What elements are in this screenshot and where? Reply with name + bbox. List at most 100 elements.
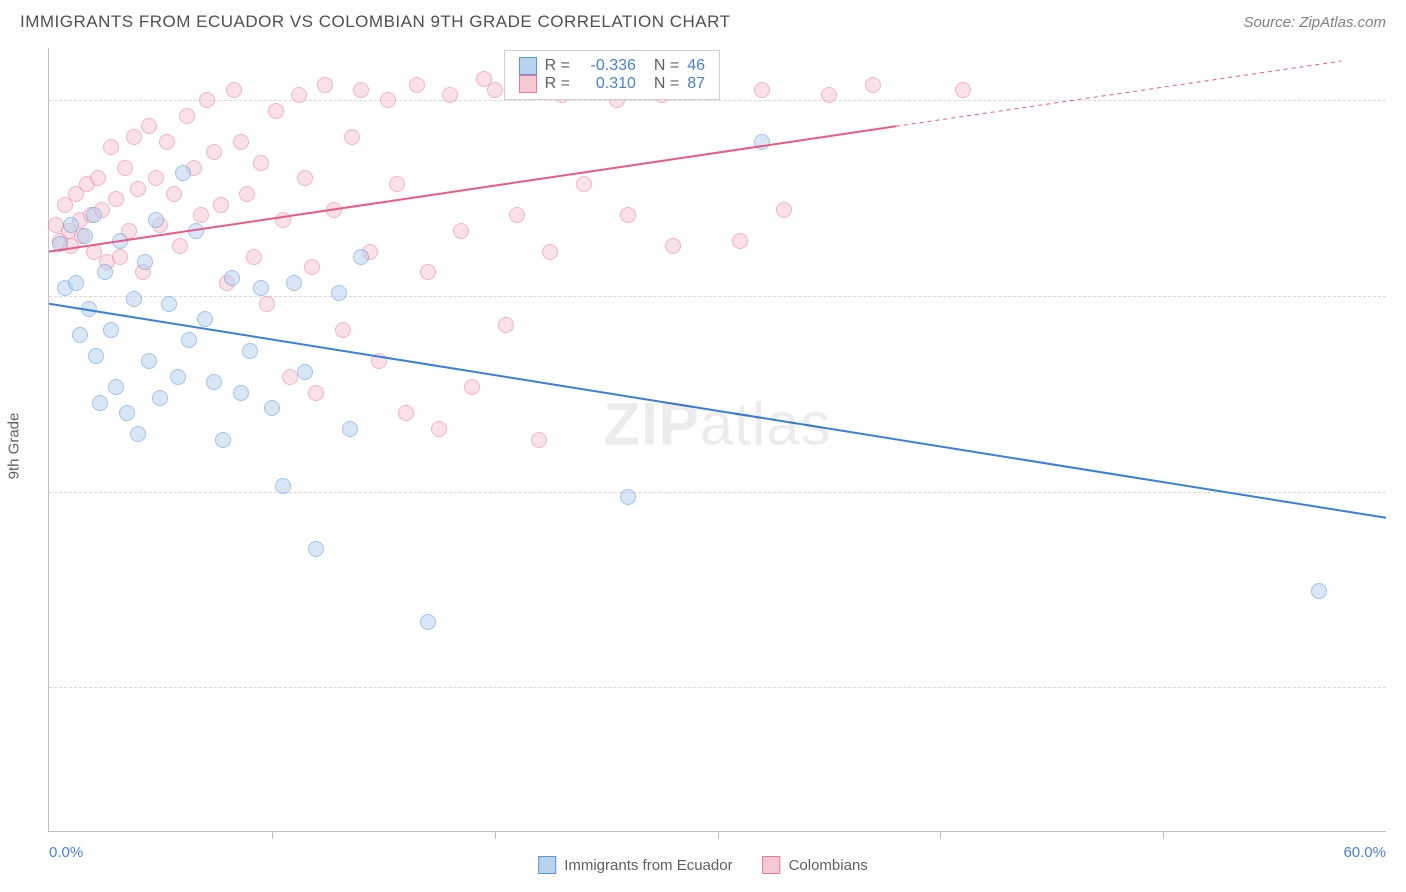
x-tick-label: 0.0% — [49, 844, 83, 861]
scatter-point — [268, 103, 284, 119]
scatter-point — [137, 254, 153, 270]
scatter-point — [175, 165, 191, 181]
scatter-point — [371, 353, 387, 369]
scatter-point — [239, 186, 255, 202]
y-axis-label: 9th Grade — [6, 413, 23, 480]
scatter-point — [331, 285, 347, 301]
scatter-point — [206, 374, 222, 390]
scatter-point — [181, 332, 197, 348]
scatter-point — [342, 421, 358, 437]
scatter-point — [166, 186, 182, 202]
scatter-point — [126, 291, 142, 307]
scatter-point — [86, 207, 102, 223]
scatter-point — [199, 92, 215, 108]
legend-swatch — [538, 856, 556, 874]
scatter-point — [81, 301, 97, 317]
scatter-point — [776, 202, 792, 218]
scatter-point — [754, 134, 770, 150]
scatter-point — [291, 87, 307, 103]
scatter-point — [955, 82, 971, 98]
bottom-legend: Immigrants from Ecuador Colombians — [538, 856, 868, 874]
scatter-point — [326, 202, 342, 218]
scatter-point — [112, 233, 128, 249]
scatter-point — [233, 134, 249, 150]
legend-swatch — [519, 75, 537, 93]
y-tick-label: 85.0% — [1396, 483, 1406, 500]
scatter-point — [453, 223, 469, 239]
scatter-point — [148, 170, 164, 186]
scatter-point — [665, 238, 681, 254]
y-tick-label: 100.0% — [1396, 92, 1406, 109]
scatter-point — [90, 170, 106, 186]
scatter-point — [344, 129, 360, 145]
scatter-point — [431, 421, 447, 437]
scatter-point — [97, 264, 113, 280]
scatter-point — [297, 364, 313, 380]
legend-row: R =0.310N =87 — [519, 75, 705, 93]
scatter-point — [130, 426, 146, 442]
scatter-plot: 77.5%85.0%92.5%100.0%0.0%60.0%R =-0.336N… — [49, 48, 1386, 831]
scatter-point — [420, 264, 436, 280]
legend-n-label: N = — [654, 57, 679, 75]
scatter-point — [542, 244, 558, 260]
scatter-point — [308, 385, 324, 401]
x-tick — [495, 831, 496, 839]
scatter-point — [233, 385, 249, 401]
scatter-point — [275, 478, 291, 494]
x-tick — [718, 831, 719, 839]
gridline — [49, 100, 1386, 101]
scatter-point — [161, 296, 177, 312]
x-tick — [940, 831, 941, 839]
chart-source: Source: ZipAtlas.com — [1243, 14, 1386, 31]
scatter-point — [286, 275, 302, 291]
legend-swatch — [763, 856, 781, 874]
scatter-point — [732, 233, 748, 249]
bottom-legend-item: Colombians — [763, 856, 868, 874]
scatter-point — [317, 77, 333, 93]
chart-header: IMMIGRANTS FROM ECUADOR VS COLOMBIAN 9TH… — [0, 0, 1406, 40]
scatter-point — [172, 238, 188, 254]
y-tick-label: 92.5% — [1396, 287, 1406, 304]
scatter-point — [754, 82, 770, 98]
scatter-point — [159, 134, 175, 150]
scatter-point — [498, 317, 514, 333]
scatter-point — [148, 212, 164, 228]
scatter-point — [620, 207, 636, 223]
scatter-point — [253, 155, 269, 171]
legend-r-value: -0.336 — [578, 57, 636, 75]
scatter-point — [88, 348, 104, 364]
scatter-point — [275, 212, 291, 228]
x-tick — [1163, 831, 1164, 839]
legend-r-value: 0.310 — [578, 75, 636, 93]
gridline — [49, 296, 1386, 297]
scatter-point — [253, 280, 269, 296]
x-tick — [272, 831, 273, 839]
scatter-point — [259, 296, 275, 312]
scatter-point — [531, 432, 547, 448]
scatter-point — [103, 322, 119, 338]
scatter-point — [170, 369, 186, 385]
scatter-point — [353, 82, 369, 98]
scatter-point — [242, 343, 258, 359]
scatter-point — [389, 176, 405, 192]
scatter-point — [126, 129, 142, 145]
scatter-point — [141, 118, 157, 134]
scatter-point — [380, 92, 396, 108]
scatter-point — [353, 249, 369, 265]
y-tick-label: 77.5% — [1396, 679, 1406, 696]
scatter-point — [77, 228, 93, 244]
scatter-point — [188, 223, 204, 239]
legend-n-value: 46 — [687, 57, 705, 75]
scatter-point — [304, 259, 320, 275]
scatter-point — [92, 395, 108, 411]
scatter-point — [576, 176, 592, 192]
scatter-point — [308, 541, 324, 557]
scatter-point — [72, 327, 88, 343]
scatter-point — [179, 108, 195, 124]
correlation-legend: R =-0.336N =46R =0.310N =87 — [504, 50, 720, 100]
scatter-point — [224, 270, 240, 286]
scatter-point — [52, 236, 68, 252]
chart-plot-area: 77.5%85.0%92.5%100.0%0.0%60.0%R =-0.336N… — [48, 48, 1386, 832]
legend-n-value: 87 — [687, 75, 705, 93]
bottom-legend-item: Immigrants from Ecuador — [538, 856, 732, 874]
